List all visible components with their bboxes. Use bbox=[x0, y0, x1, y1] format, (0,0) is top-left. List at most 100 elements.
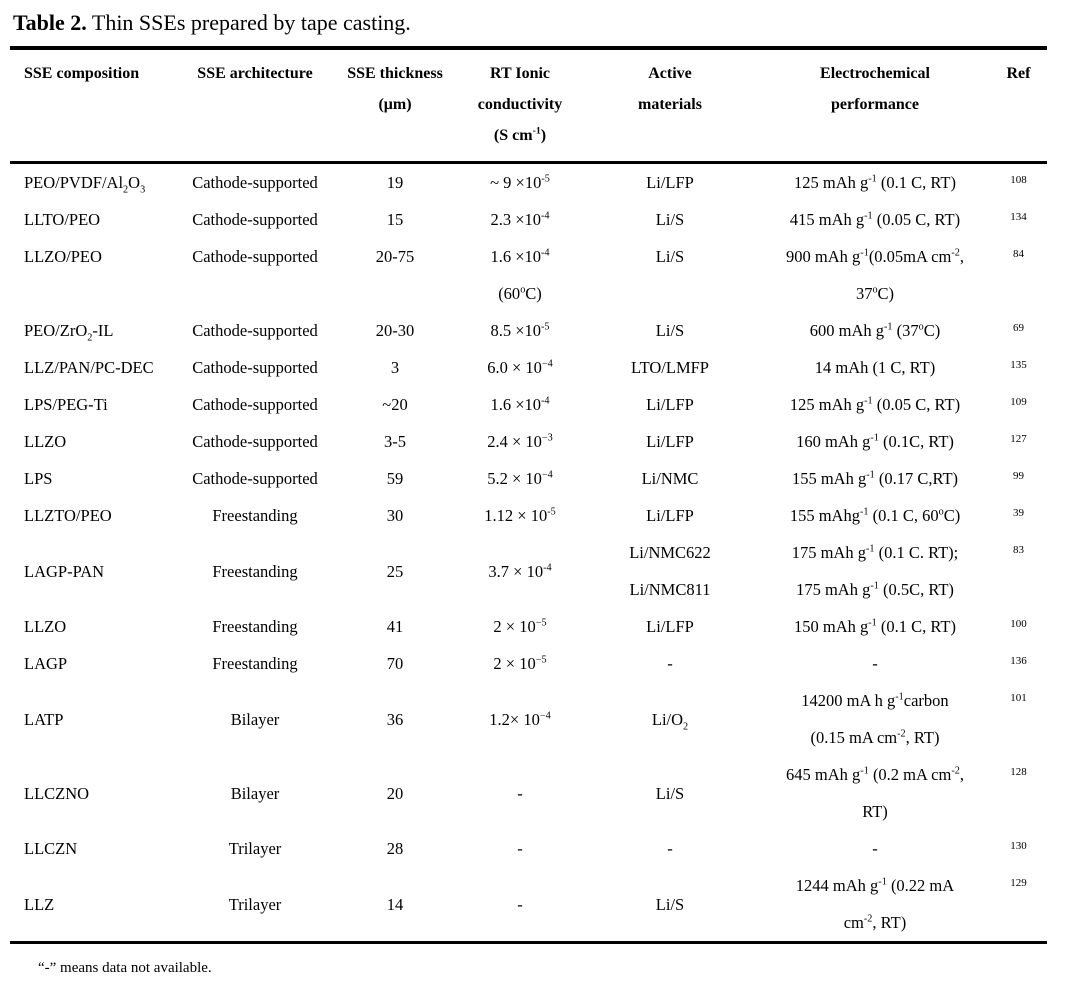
cell-conductivity: 2.3 ×10-4 bbox=[490, 210, 550, 229]
cell-performance: 150 mAh g-1 (0.1 C, RT) bbox=[794, 617, 956, 636]
cell-ref: 135 bbox=[1010, 359, 1027, 371]
cell-conductivity: 1.6 ×10-4 (60oC) bbox=[490, 247, 550, 303]
table-row: LLCZN Trilayer 28 - - - 130 bbox=[10, 830, 1047, 867]
cell-ref: 129 bbox=[1010, 877, 1027, 889]
cell-architecture: Freestanding bbox=[212, 561, 298, 581]
col-header-active-materials: Active materials bbox=[580, 48, 760, 164]
cell-architecture: Cathode-supported bbox=[192, 432, 318, 451]
cell-composition: LLZ bbox=[24, 894, 55, 914]
cell-architecture: Trilayer bbox=[228, 839, 282, 858]
cell-ref: 134 bbox=[1010, 211, 1027, 223]
cell-thickness: 30 bbox=[386, 506, 404, 525]
cell-active-materials: Li/S bbox=[655, 247, 685, 266]
cell-performance: 155 mAhg-1 (0.1 C, 60oC) bbox=[789, 506, 961, 525]
col-header-electrochemical-performance: Electrochemical performance bbox=[760, 48, 990, 164]
table-row: LLZ/PAN/PC-DEC Cathode-supported 3 6.0 ×… bbox=[10, 349, 1047, 386]
cell-ref: 108 bbox=[1010, 174, 1027, 186]
cell-active-materials: Li/S bbox=[655, 783, 685, 803]
cell-ref: 127 bbox=[1010, 433, 1027, 445]
table-row: LAGP-PAN Freestanding 25 3.7 × 10-4 Li/N… bbox=[10, 534, 1047, 608]
cell-active-materials: Li/LFP bbox=[646, 173, 694, 192]
cell-conductivity: 8.5 ×10-5 bbox=[490, 321, 550, 340]
cell-composition: LPS bbox=[24, 469, 53, 488]
cell-thickness: 3-5 bbox=[384, 432, 406, 451]
table-row: LLCZNO Bilayer 20 - Li/S 645 mAh g-1 (0.… bbox=[10, 756, 1047, 830]
cell-active-materials: Li/LFP bbox=[646, 506, 694, 525]
col-header-rt-ionic-conductivity: RT Ionic conductivity (S cm-1) bbox=[460, 48, 580, 164]
cell-composition: LLZO/PEO bbox=[24, 247, 102, 266]
cell-active-materials: - bbox=[667, 839, 673, 858]
cell-thickness: 20-30 bbox=[375, 321, 415, 340]
cell-conductivity: 2 × 10−5 bbox=[493, 617, 547, 636]
cell-composition: LLCZN bbox=[24, 839, 78, 858]
cell-composition: LPS/PEG-Ti bbox=[24, 395, 108, 414]
cell-ref: 128 bbox=[1010, 766, 1027, 778]
cell-composition: LLZO bbox=[24, 617, 67, 636]
cell-composition: LLCZNO bbox=[24, 783, 90, 803]
cell-architecture: Freestanding bbox=[212, 654, 298, 673]
table-row: PEO/PVDF/Al2O3 Cathode-supported 19 ~ 9 … bbox=[10, 163, 1047, 202]
cell-composition: LLZ/PAN/PC-DEC bbox=[24, 358, 154, 377]
sse-table: SSE composition SSE architecture SSE thi… bbox=[10, 46, 1047, 944]
cell-composition: LATP bbox=[24, 709, 64, 729]
cell-active-materials: Li/LFP bbox=[646, 432, 694, 451]
table-row: LLZTO/PEO Freestanding 30 1.12 × 10-5 Li… bbox=[10, 497, 1047, 534]
table-caption-label: Table 2. bbox=[13, 10, 87, 35]
cell-architecture: Bilayer bbox=[230, 783, 280, 803]
cell-active-materials: Li/O2 bbox=[651, 709, 689, 732]
table-caption: Table 2. Thin SSEs prepared by tape cast… bbox=[13, 0, 1080, 38]
cell-architecture: Bilayer bbox=[230, 709, 280, 729]
col-header-ref: Ref bbox=[990, 48, 1047, 164]
table-row: PEO/ZrO2-IL Cathode-supported 20-30 8.5 … bbox=[10, 312, 1047, 349]
cell-active-materials: Li/LFP bbox=[646, 617, 694, 636]
cell-performance: 125 mAh g-1 (0.05 C, RT) bbox=[789, 395, 961, 414]
cell-architecture: Cathode-supported bbox=[192, 210, 318, 229]
cell-performance: - bbox=[872, 839, 878, 858]
cell-composition: PEO/ZrO2-IL bbox=[24, 321, 114, 344]
table-caption-text: Thin SSEs prepared by tape casting. bbox=[86, 10, 411, 35]
cell-performance: 645 mAh g-1 (0.2 mA cm-2, RT) bbox=[786, 765, 964, 821]
cell-performance: - bbox=[872, 654, 878, 673]
table-row: LATP Bilayer 36 1.2× 10−4 Li/O2 14200 mA… bbox=[10, 682, 1047, 756]
cell-performance: 14 mAh (1 C, RT) bbox=[814, 358, 936, 377]
cell-architecture: Cathode-supported bbox=[192, 321, 318, 340]
cell-performance: 160 mAh g-1 (0.1C, RT) bbox=[796, 432, 954, 451]
cell-thickness: 3 bbox=[390, 358, 400, 377]
cell-ref: 69 bbox=[1013, 322, 1024, 334]
table-row: LPS Cathode-supported 59 5.2 × 10−4 Li/N… bbox=[10, 460, 1047, 497]
cell-conductivity: - bbox=[517, 839, 523, 858]
cell-active-materials: - bbox=[667, 654, 673, 673]
col-header-sse-thickness: SSE thickness (μm) bbox=[330, 48, 460, 164]
col-header-sse-architecture: SSE architecture bbox=[180, 48, 330, 164]
col-header-sse-composition: SSE composition bbox=[10, 48, 180, 164]
cell-composition: LLTO/PEO bbox=[24, 210, 101, 229]
cell-performance: 125 mAh g-1 (0.1 C, RT) bbox=[794, 173, 956, 192]
cell-ref: 99 bbox=[1013, 470, 1024, 482]
cell-architecture: Trilayer bbox=[228, 894, 282, 914]
cell-conductivity: 2 × 10−5 bbox=[493, 654, 547, 673]
table-row: LLTO/PEO Cathode-supported 15 2.3 ×10-4 … bbox=[10, 201, 1047, 238]
cell-active-materials: Li/S bbox=[655, 210, 685, 229]
cell-architecture: Freestanding bbox=[212, 617, 298, 636]
table-row: LLZO Freestanding 41 2 × 10−5 Li/LFP 150… bbox=[10, 608, 1047, 645]
cell-conductivity: 5.2 × 10−4 bbox=[487, 469, 553, 488]
table-row: LLZO/PEO Cathode-supported 20-75 1.6 ×10… bbox=[10, 238, 1047, 312]
cell-thickness: ~20 bbox=[382, 395, 408, 414]
cell-thickness: 19 bbox=[386, 173, 404, 192]
cell-conductivity: 1.12 × 10-5 bbox=[484, 506, 556, 525]
cell-performance: 175 mAh g-1 (0.1 C. RT); 175 mAh g-1 (0.5… bbox=[791, 543, 959, 599]
cell-thickness: 15 bbox=[386, 210, 404, 229]
cell-ref: 100 bbox=[1010, 618, 1027, 630]
table-body: PEO/PVDF/Al2O3 Cathode-supported 19 ~ 9 … bbox=[10, 163, 1047, 943]
cell-performance: 155 mAh g-1 (0.17 C,RT) bbox=[791, 469, 959, 488]
table-row: LLZO Cathode-supported 3-5 2.4 × 10−3 Li… bbox=[10, 423, 1047, 460]
cell-thickness: 25 bbox=[386, 561, 404, 581]
cell-architecture: Freestanding bbox=[212, 506, 298, 525]
cell-active-materials: LTO/LMFP bbox=[631, 358, 709, 377]
cell-composition: LLZTO/PEO bbox=[24, 506, 112, 525]
cell-active-materials: Li/NMC bbox=[641, 469, 699, 488]
cell-composition: PEO/PVDF/Al2O3 bbox=[24, 173, 146, 196]
cell-architecture: Cathode-supported bbox=[192, 469, 318, 488]
cell-ref: 109 bbox=[1010, 396, 1027, 408]
